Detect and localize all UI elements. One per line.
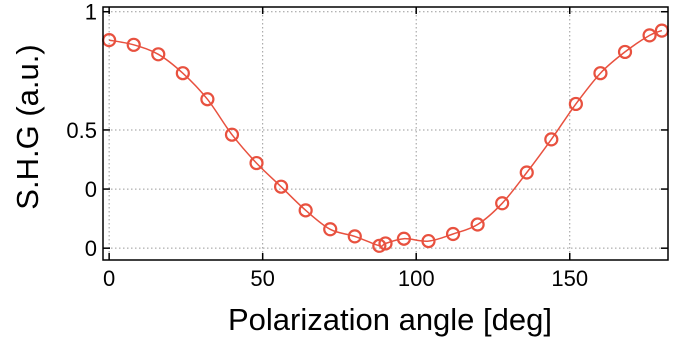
y-tick-label: 0.5	[66, 118, 97, 143]
y-axis-label: S.H.G (a.u.)	[10, 44, 45, 209]
data-point	[378, 236, 393, 251]
data-point	[126, 37, 141, 52]
y-tick-label: 0	[85, 177, 97, 202]
data-point	[396, 231, 412, 246]
data-point	[544, 132, 559, 147]
data-point	[200, 92, 215, 107]
plot-frame	[102, 6, 669, 261]
data-point	[470, 217, 485, 232]
data-point	[347, 229, 362, 244]
x-tick-label: 0	[103, 266, 115, 291]
data-point	[151, 47, 166, 62]
y-tick-label: 0	[85, 236, 97, 261]
x-tick-label: 50	[250, 266, 274, 291]
x-axis-label: Polarization angle [deg]	[228, 302, 552, 337]
data-point	[273, 179, 289, 194]
axis-ticks	[103, 7, 668, 260]
x-tick-label: 150	[551, 266, 588, 291]
data-point	[224, 127, 240, 142]
data-point	[593, 66, 608, 81]
data-point	[175, 66, 190, 81]
data-point	[323, 222, 338, 237]
data-point	[372, 238, 387, 253]
data-markers	[102, 23, 669, 253]
data-point	[421, 233, 436, 249]
data-point	[519, 165, 534, 180]
data-point	[568, 96, 583, 112]
data-point	[617, 44, 633, 60]
y-tick-label: 1	[85, 0, 97, 25]
x-tick-label: 100	[398, 266, 435, 291]
data-point	[642, 28, 657, 43]
data-point	[495, 196, 510, 211]
data-point	[445, 226, 461, 242]
data-point	[249, 155, 264, 171]
data-point	[298, 203, 313, 218]
